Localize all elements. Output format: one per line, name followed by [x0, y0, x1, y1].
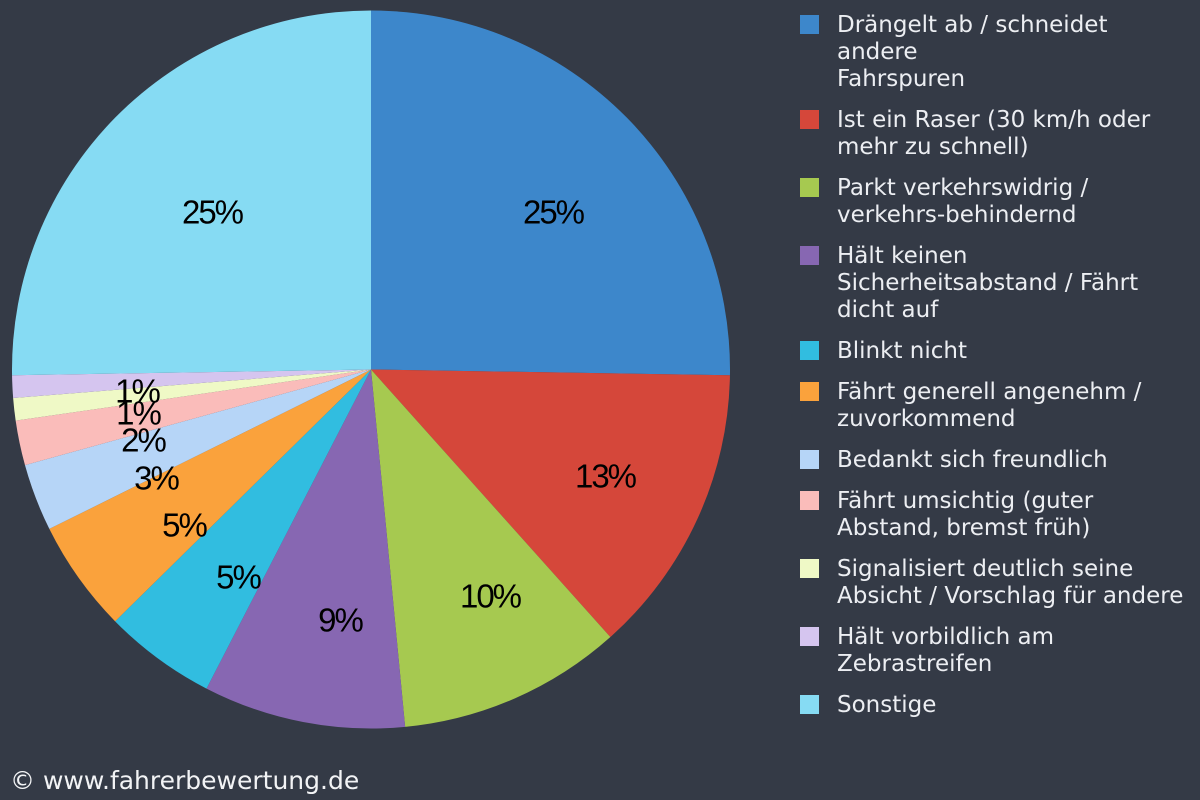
legend-swatch-icon	[800, 627, 819, 646]
legend-item-2: Ist ein Raser (30 km/h oder mehr zu schn…	[800, 107, 1190, 161]
legend-label: Drängelt ab / schneidet andere Fahrspure…	[837, 12, 1108, 92]
legend-item-11: Sonstige	[800, 692, 1190, 719]
legend-swatch-icon	[800, 491, 819, 510]
pie-slice-label-3: 10%	[460, 578, 522, 615]
pie-slice-label-7: 3%	[134, 460, 179, 497]
legend-item-6: Fährt generell angenehm / zuvorkommend	[800, 379, 1190, 433]
legend-label: Hält keinen Sicherheitsabstand / Fährt d…	[837, 243, 1139, 323]
pie-slice-label-2: 13%	[575, 458, 637, 495]
pie-slice-7	[24, 369, 372, 529]
pie-slice-5	[115, 369, 371, 689]
legend-item-8: Fährt umsichtig (guter Abstand, bremst f…	[800, 488, 1190, 542]
pie-chart: 25%13%10%9%5%5%3%2%1%1%25%	[11, 10, 731, 729]
pie-slice-label-10: 1%	[115, 373, 160, 410]
pie-slice-label-9: 1%	[116, 395, 161, 432]
legend-swatch-icon	[800, 246, 819, 265]
pie-slice-6	[49, 369, 372, 622]
legend-item-4: Hält keinen Sicherheitsabstand / Fährt d…	[800, 243, 1190, 324]
legend-item-7: Bedankt sich freundlich	[800, 447, 1190, 474]
legend-label: Ist ein Raser (30 km/h oder mehr zu schn…	[837, 107, 1151, 160]
legend-label: Fährt generell angenehm / zuvorkommend	[837, 379, 1142, 432]
legend-swatch-icon	[800, 15, 819, 34]
pie-slice-label-6: 5%	[162, 507, 207, 544]
pie-slice-2	[371, 369, 730, 638]
legend-swatch-icon	[800, 450, 819, 469]
legend-item-1: Drängelt ab / schneidet andere Fahrspure…	[800, 12, 1190, 93]
legend-swatch-icon	[800, 695, 819, 714]
legend-label: Parkt verkehrswidrig / verkehrs-behinder…	[837, 175, 1089, 228]
pie-slice-11	[11, 10, 371, 376]
legend-item-5: Blinkt nicht	[800, 338, 1190, 365]
legend-label: Hält vorbildlich am Zebrastreifen	[837, 624, 1055, 677]
legend: Drängelt ab / schneidet andere Fahrspure…	[800, 12, 1190, 719]
legend-swatch-icon	[800, 382, 819, 401]
pie-slice-10	[12, 369, 371, 398]
pie-slice-9	[13, 369, 371, 421]
legend-item-9: Signalisiert deutlich seine Absicht / Vo…	[800, 556, 1190, 610]
pie-slice-label-5: 5%	[216, 559, 261, 596]
pie-slice-3	[371, 369, 611, 727]
pie-slice-label-11: 25%	[182, 194, 244, 231]
legend-swatch-icon	[800, 110, 819, 129]
pie-slice-4	[206, 369, 406, 729]
legend-label: Signalisiert deutlich seine Absicht / Vo…	[837, 556, 1184, 609]
legend-item-10: Hält vorbildlich am Zebrastreifen	[800, 624, 1190, 678]
pie-slice-8	[15, 369, 371, 466]
copyright-text: © www.fahrerbewertung.de	[10, 766, 360, 795]
pie-slice-label-4: 9%	[318, 602, 363, 639]
legend-label: Fährt umsichtig (guter Abstand, bremst f…	[837, 488, 1094, 541]
legend-swatch-icon	[800, 341, 819, 360]
legend-swatch-icon	[800, 559, 819, 578]
pie-slice-label-1: 25%	[523, 194, 585, 231]
pie-slice-label-8: 2%	[121, 422, 166, 459]
legend-label: Bedankt sich freundlich	[837, 447, 1108, 473]
legend-item-3: Parkt verkehrswidrig / verkehrs-behinder…	[800, 175, 1190, 229]
legend-swatch-icon	[800, 178, 819, 197]
legend-label: Sonstige	[837, 692, 937, 718]
legend-label: Blinkt nicht	[837, 338, 967, 364]
pie-slice-1	[371, 10, 731, 376]
